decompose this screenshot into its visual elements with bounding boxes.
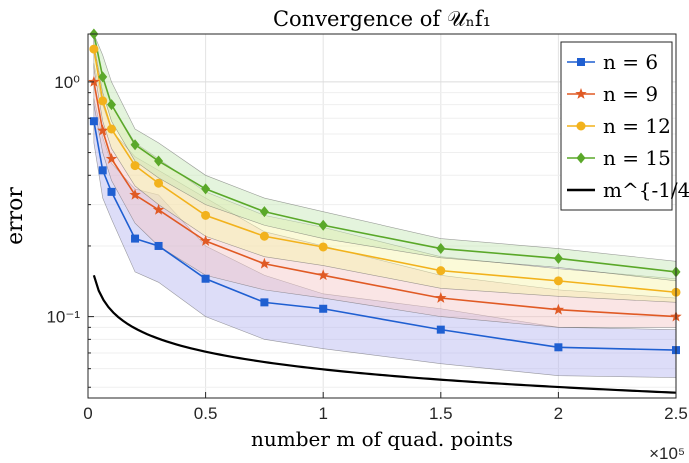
error-band-n-6 [93, 98, 676, 378]
data-point-n-6 [154, 241, 163, 250]
error-band-n-12 [93, 34, 676, 303]
x-tick-label: 1 [318, 404, 327, 423]
x-tick-label: 0.5 [194, 404, 218, 423]
data-point-n-12 [107, 124, 117, 134]
data-point-n-9 [552, 303, 565, 315]
legend-label: n = 12 [603, 114, 671, 138]
legend-marker [577, 58, 585, 66]
data-point-n-6 [131, 234, 140, 243]
legend: n = 6 n = 9 n = 12 n = 15 m^{-1/4} [560, 41, 689, 211]
data-point-n-9 [199, 234, 212, 246]
error-band-n-15 [93, 34, 676, 282]
legend-label: n = 6 [603, 50, 658, 74]
markers-layer [88, 28, 682, 355]
data-point-n-12 [318, 242, 328, 252]
data-point-n-9 [88, 75, 100, 87]
data-point-n-15 [98, 71, 108, 83]
data-point-n-12 [201, 210, 211, 220]
data-point-n-15 [130, 139, 140, 151]
ticks-layer: 0 0.5 1 1.5 2 2.5 10⁻¹ 10⁰ [46, 73, 687, 423]
reference-line-m-1-4- [92, 275, 676, 394]
data-point-n-6 [89, 117, 98, 126]
x-tick-label: 0 [83, 404, 92, 423]
data-point-n-9 [258, 257, 271, 269]
data-point-n-15 [318, 219, 328, 231]
legend-marker [575, 88, 587, 99]
y-axis-label: error [3, 187, 28, 245]
data-point-n-9 [96, 124, 109, 136]
data-point-n-6 [436, 325, 445, 334]
data-point-n-12 [89, 44, 99, 54]
data-point-n-6 [201, 274, 210, 283]
data-point-n-12 [130, 161, 140, 171]
data-point-n-6 [107, 187, 116, 196]
legend-label: n = 15 [603, 146, 671, 170]
y-tick-label: 10⁰ [54, 73, 80, 92]
x-exponent-label: ×10⁵ [649, 444, 685, 463]
x-tick-label: 2.5 [664, 404, 688, 423]
x-tick-label: 1.5 [429, 404, 453, 423]
data-point-n-15 [201, 183, 211, 195]
data-point-n-15 [107, 99, 117, 111]
data-point-n-12 [436, 266, 446, 276]
y-tick-label: 10⁻¹ [46, 308, 80, 327]
data-point-n-12 [98, 96, 108, 106]
data-point-n-6 [260, 298, 269, 307]
data-point-n-9 [152, 203, 165, 215]
x-tick-label: 2 [554, 404, 563, 423]
error-band-n-9 [93, 63, 676, 328]
data-point-n-6 [319, 304, 328, 313]
data-point-n-15 [436, 243, 446, 255]
data-point-n-9 [435, 292, 447, 303]
x-axis-label: number m of quad. points [251, 427, 513, 451]
data-point-n-15 [259, 206, 269, 218]
chart-title: Convergence of 𝒰ₙf₁ [273, 7, 491, 31]
legend-marker [576, 121, 586, 131]
data-point-n-15 [154, 155, 164, 167]
data-point-n-6 [98, 166, 107, 175]
data-point-n-6 [554, 343, 563, 352]
legend-label: n = 9 [603, 82, 658, 106]
data-point-n-9 [317, 269, 329, 281]
data-point-n-12 [154, 178, 164, 188]
plot-frame [87, 33, 677, 399]
legend-marker [576, 152, 586, 164]
data-point-n-12 [553, 276, 563, 286]
legend-label: m^{-1/4} [603, 178, 689, 202]
data-point-n-9 [105, 152, 118, 164]
data-point-n-9 [129, 188, 141, 200]
bands-layer [93, 34, 676, 378]
data-point-n-12 [259, 231, 269, 241]
data-point-n-15 [553, 252, 563, 264]
